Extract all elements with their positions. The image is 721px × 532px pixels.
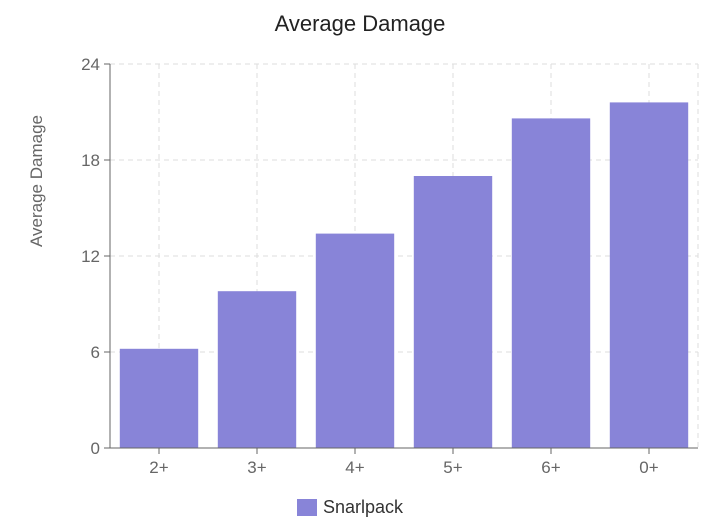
legend: Snarlpack [297, 497, 404, 517]
x-tick-label: 3+ [247, 458, 266, 477]
tick-labels: 0 6 12 18 24 2+ 3+ 4+ 5+ 6+ 0+ [81, 55, 659, 477]
x-tick-label: 2+ [149, 458, 168, 477]
x-tick-label: 0+ [639, 458, 658, 477]
bars [119, 102, 689, 449]
y-tick-label: 12 [81, 247, 100, 266]
bar-5+[interactable] [413, 176, 493, 448]
y-tick-label: 0 [91, 439, 100, 458]
bar-0+[interactable] [609, 102, 689, 449]
y-axis-label: Average Damage [27, 115, 46, 247]
x-tick-label: 4+ [345, 458, 364, 477]
x-tick-label: 6+ [541, 458, 560, 477]
y-tick-label: 24 [81, 55, 100, 74]
legend-label-snarlpack: Snarlpack [323, 497, 404, 517]
chart-title: Average Damage [275, 11, 446, 36]
axes [104, 63, 698, 454]
y-tick-label: 18 [81, 151, 100, 170]
y-tick-label: 6 [91, 343, 100, 362]
legend-swatch-snarlpack [297, 499, 317, 516]
bar-4+[interactable] [315, 233, 395, 448]
bar-6+[interactable] [511, 118, 591, 449]
bar-2+[interactable] [119, 348, 199, 448]
x-tick-label: 5+ [443, 458, 462, 477]
bar-3+[interactable] [217, 291, 297, 448]
